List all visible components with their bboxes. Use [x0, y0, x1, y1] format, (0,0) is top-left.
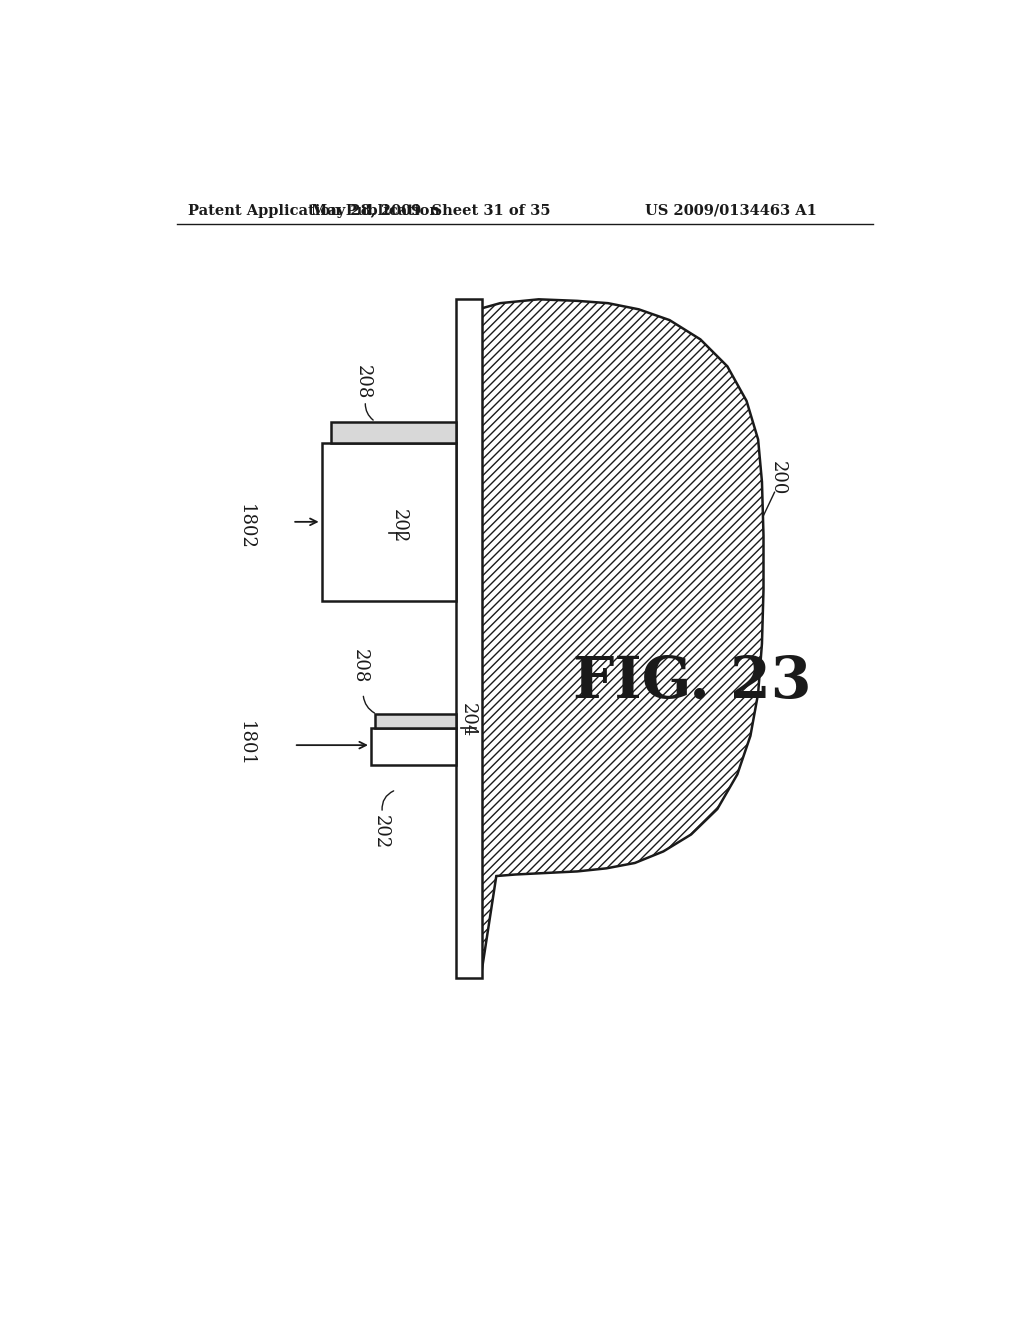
Text: 1801: 1801 — [238, 721, 255, 767]
Text: May 28, 2009  Sheet 31 of 35: May 28, 2009 Sheet 31 of 35 — [311, 203, 551, 218]
Text: 202: 202 — [389, 510, 408, 544]
Bar — [375, 714, 456, 729]
Polygon shape — [481, 300, 764, 977]
Text: 208: 208 — [351, 649, 369, 684]
Text: US 2009/0134463 A1: US 2009/0134463 A1 — [645, 203, 817, 218]
Text: 204: 204 — [459, 704, 477, 738]
Text: 208: 208 — [354, 364, 372, 399]
Text: 1802: 1802 — [238, 503, 255, 549]
Bar — [456, 300, 481, 978]
Text: 200: 200 — [768, 461, 786, 495]
Bar — [322, 444, 456, 601]
Text: FIG. 23: FIG. 23 — [573, 653, 812, 710]
Bar — [371, 729, 456, 766]
Text: 202: 202 — [372, 814, 390, 849]
Text: Patent Application Publication: Patent Application Publication — [188, 203, 440, 218]
Bar — [331, 422, 456, 444]
